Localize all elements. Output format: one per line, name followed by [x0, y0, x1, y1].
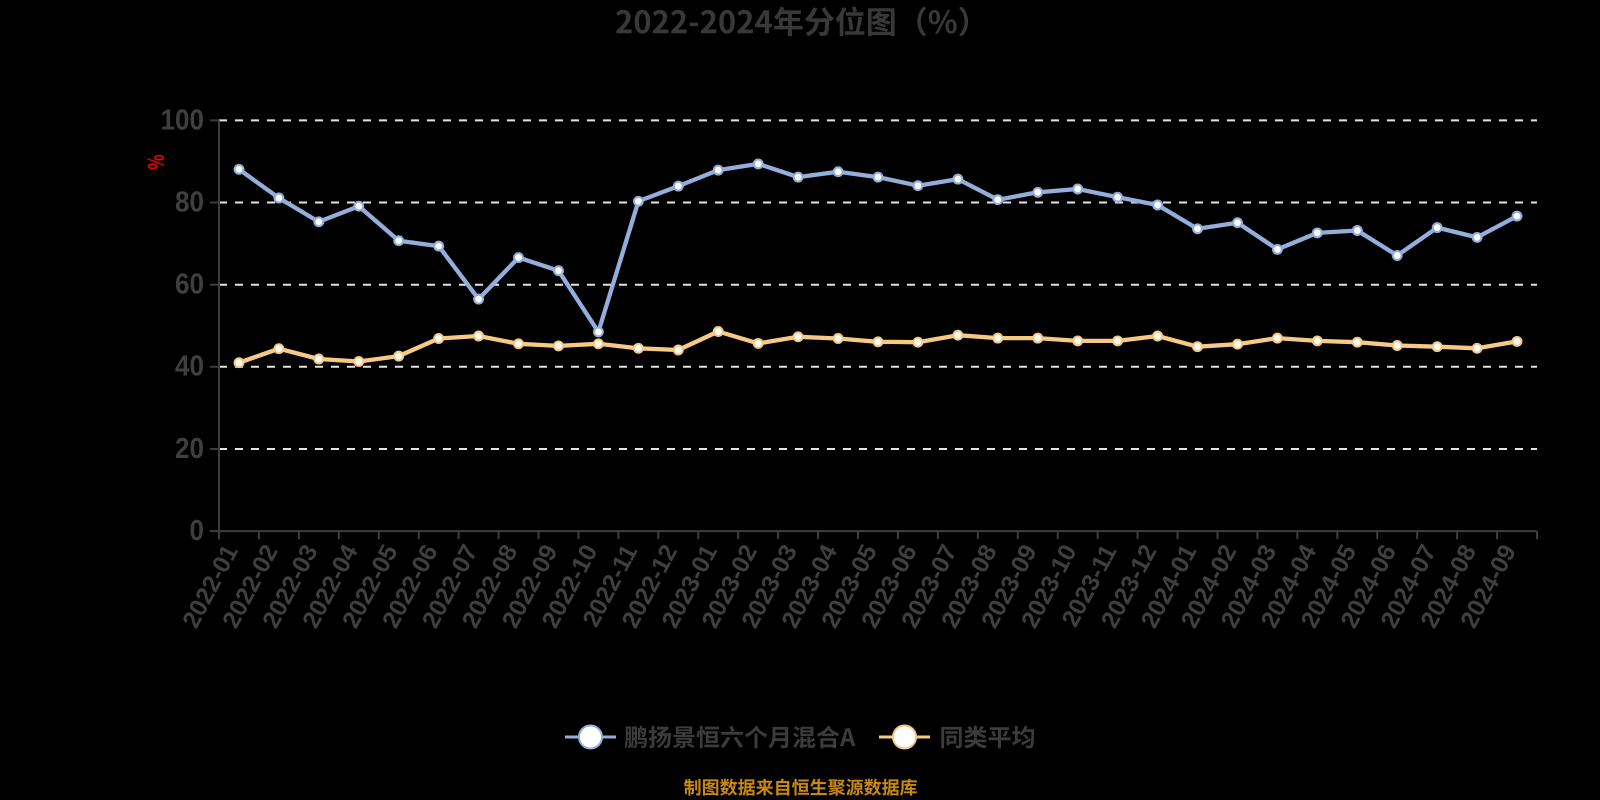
svg-text:60: 60	[175, 269, 204, 301]
svg-text:80: 80	[175, 186, 204, 218]
svg-text:40: 40	[175, 351, 204, 383]
svg-text:100: 100	[161, 104, 205, 136]
svg-text:0: 0	[190, 515, 205, 547]
svg-text:20: 20	[175, 433, 204, 465]
